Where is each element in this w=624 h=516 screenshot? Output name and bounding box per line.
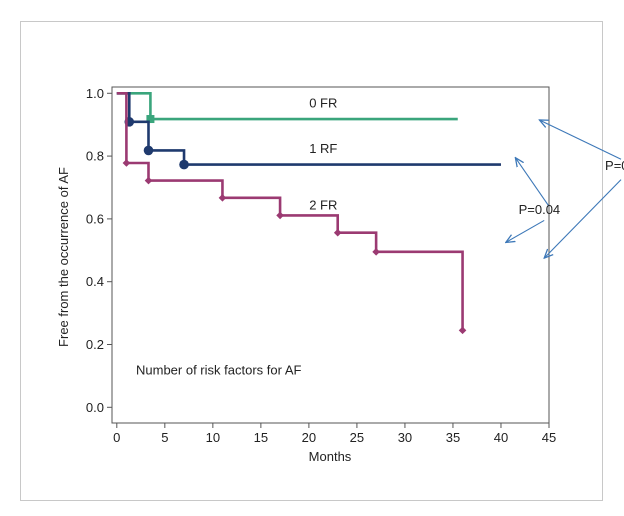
y-tick-label: 0.0: [86, 400, 104, 415]
labels-group: 0 FR 1 RF 2 FR P=0.04 P=0.02 Number of risk f…: [136, 95, 624, 377]
x-tick-label: 35: [446, 430, 460, 445]
annotation-text: Number of risk factors for AF: [136, 362, 301, 377]
annotation-text: P=0.02: [605, 158, 624, 173]
annotation-arrow: [506, 219, 545, 242]
data-point: [372, 248, 380, 256]
data-point: [144, 176, 153, 185]
x-axis-label: Months: [309, 449, 352, 464]
x-tick-label: 0: [113, 430, 120, 445]
y-tick-label: 1.0: [86, 86, 104, 101]
data-point: [179, 159, 189, 170]
data-point: [333, 228, 342, 237]
x-tick-label: 30: [398, 430, 412, 445]
x-tick-label: 5: [161, 430, 168, 445]
data-point: [146, 115, 155, 124]
annotation-arrow: [539, 120, 622, 160]
data-point: [122, 159, 131, 167]
arrows: [506, 120, 622, 259]
annotation-text: P=0.04: [519, 202, 561, 217]
x-tick-label: 10: [206, 430, 220, 445]
y-tick-label: 0.2: [86, 337, 104, 352]
y-axis-label: Free from the occurrence of AF: [56, 167, 71, 347]
y-axis: 0.0 0.2 0.4 0.6 0.8 1.0: [86, 86, 112, 415]
annotation-arrow: [515, 158, 550, 207]
series-label: 2 FR: [309, 197, 337, 212]
x-tick-label: 40: [494, 430, 508, 445]
series-label: 0 FR: [309, 95, 337, 110]
x-tick-label: 15: [254, 430, 268, 445]
data-point: [218, 194, 227, 202]
x-tick-label: 45: [542, 430, 556, 445]
series-line: [116, 91, 458, 121]
series-line: [116, 91, 464, 331]
x-axis: 0 5 10 15 20 25 30 35 40 45: [113, 423, 556, 445]
figure-frame: [20, 21, 603, 501]
data-point: [276, 211, 284, 220]
data-point: [458, 326, 467, 335]
y-tick-label: 0.6: [86, 211, 104, 226]
data-point: [143, 145, 154, 156]
y-tick-label: 0.4: [86, 274, 104, 289]
annotation-arrow: [544, 179, 622, 259]
series-group: [116, 91, 501, 335]
y-tick-label: 0.8: [86, 149, 104, 164]
x-tick-label: 20: [302, 430, 316, 445]
x-tick-label: 25: [350, 430, 364, 445]
series-label: 1 RF: [309, 141, 337, 156]
